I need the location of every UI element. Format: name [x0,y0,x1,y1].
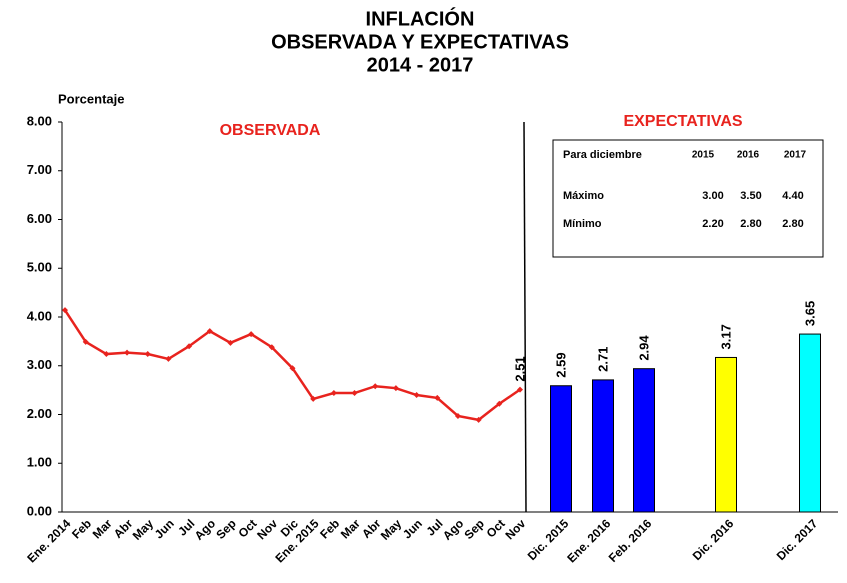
x-tick-label: Nov [254,516,280,542]
marker [248,331,255,338]
x-tick-label: Feb [69,516,94,541]
y-tick-label: 7.00 [27,162,52,177]
value-label: 3.65 [802,301,817,326]
table-cell: Máximo [563,190,604,202]
bar [550,385,572,513]
y-axis-label: Porcentaje [58,91,124,106]
x-tick-label: Dic. 2016 [690,516,737,563]
value-label: 2.51 [512,356,527,381]
x-tick-label: May [130,516,157,543]
table-cell: 4.40 [782,190,803,202]
y-tick-label: 8.00 [27,113,52,128]
marker [351,390,358,397]
y-tick-label: 3.00 [27,357,52,372]
bar [633,368,655,513]
x-tick-label: Feb [317,516,342,541]
marker [434,394,441,401]
table-header: 2015 [692,150,715,161]
marker [227,339,234,346]
marker [372,383,379,390]
x-tick-label: Abr [359,516,384,541]
table-cell: 2.20 [702,218,723,230]
bar [799,333,821,513]
chart-title: INFLACIÓN [366,6,475,30]
y-tick-label: 1.00 [27,455,52,470]
marker [289,365,296,372]
x-tick-label: Ago [192,516,218,542]
x-tick-label: Feb. 2016 [606,516,655,565]
table-header: 2016 [737,150,760,161]
x-tick-label: Dic. 2017 [774,516,821,563]
marker [206,328,213,335]
x-tick-label: Ago [440,516,466,542]
chart-title: 2014 - 2017 [367,54,474,76]
marker [454,412,461,419]
table-cell: 2.80 [740,218,761,230]
marker [517,386,523,393]
line [63,309,521,422]
marker [165,355,172,362]
value-label: 2.59 [553,352,568,377]
x-tick-label: Abr [111,516,136,541]
annotation: EXPECTATIVAS [623,113,742,130]
value-label: 2.71 [595,347,610,372]
y-tick-label: 5.00 [27,260,52,275]
marker [124,349,131,356]
x-tick-label: Oct [484,516,508,540]
marker [186,343,193,350]
marker [268,344,275,351]
chart-title: OBSERVADA Y EXPECTATIVAS [271,31,569,53]
x-tick-label: Ene. 2016 [564,516,613,565]
bar [592,379,614,513]
y-tick-label: 0.00 [27,503,52,518]
x-tick-label: Mar [90,516,115,541]
divider [523,121,527,513]
marker [62,307,68,314]
x-tick-label: Jun [152,516,177,541]
marker [310,395,317,402]
table-header: 2017 [784,150,807,161]
table-cell: Mínimo [563,218,602,230]
x-tick-label: Jun [400,516,425,541]
table-cell: 3.00 [702,190,723,202]
y-tick-label: 2.00 [27,406,52,421]
table-box [552,139,824,258]
marker [392,385,399,392]
marker [82,338,89,345]
table-cell: 3.50 [740,190,761,202]
marker [103,351,110,358]
marker [475,416,482,423]
x-tick-label: May [378,516,405,543]
table-header: Para diciembre [563,149,642,161]
y-tick-label: 6.00 [27,211,52,226]
annotation: OBSERVADA [220,122,321,139]
x-tick-label: Ene. 2014 [24,516,73,565]
marker [330,390,337,397]
value-label: 2.94 [636,335,651,361]
y-tick-label: 4.00 [27,308,52,323]
x-tick-label: Oct [235,516,259,540]
bar [715,356,737,513]
x-tick-label: Nov [502,516,528,542]
x-tick-label: Mar [338,516,363,541]
marker [496,400,503,407]
marker [413,392,420,398]
value-label: 3.17 [718,324,733,349]
table-cell: 2.80 [782,218,803,230]
x-tick-label: Sep [462,516,487,541]
x-tick-label: Sep [213,516,238,541]
marker [144,351,151,358]
